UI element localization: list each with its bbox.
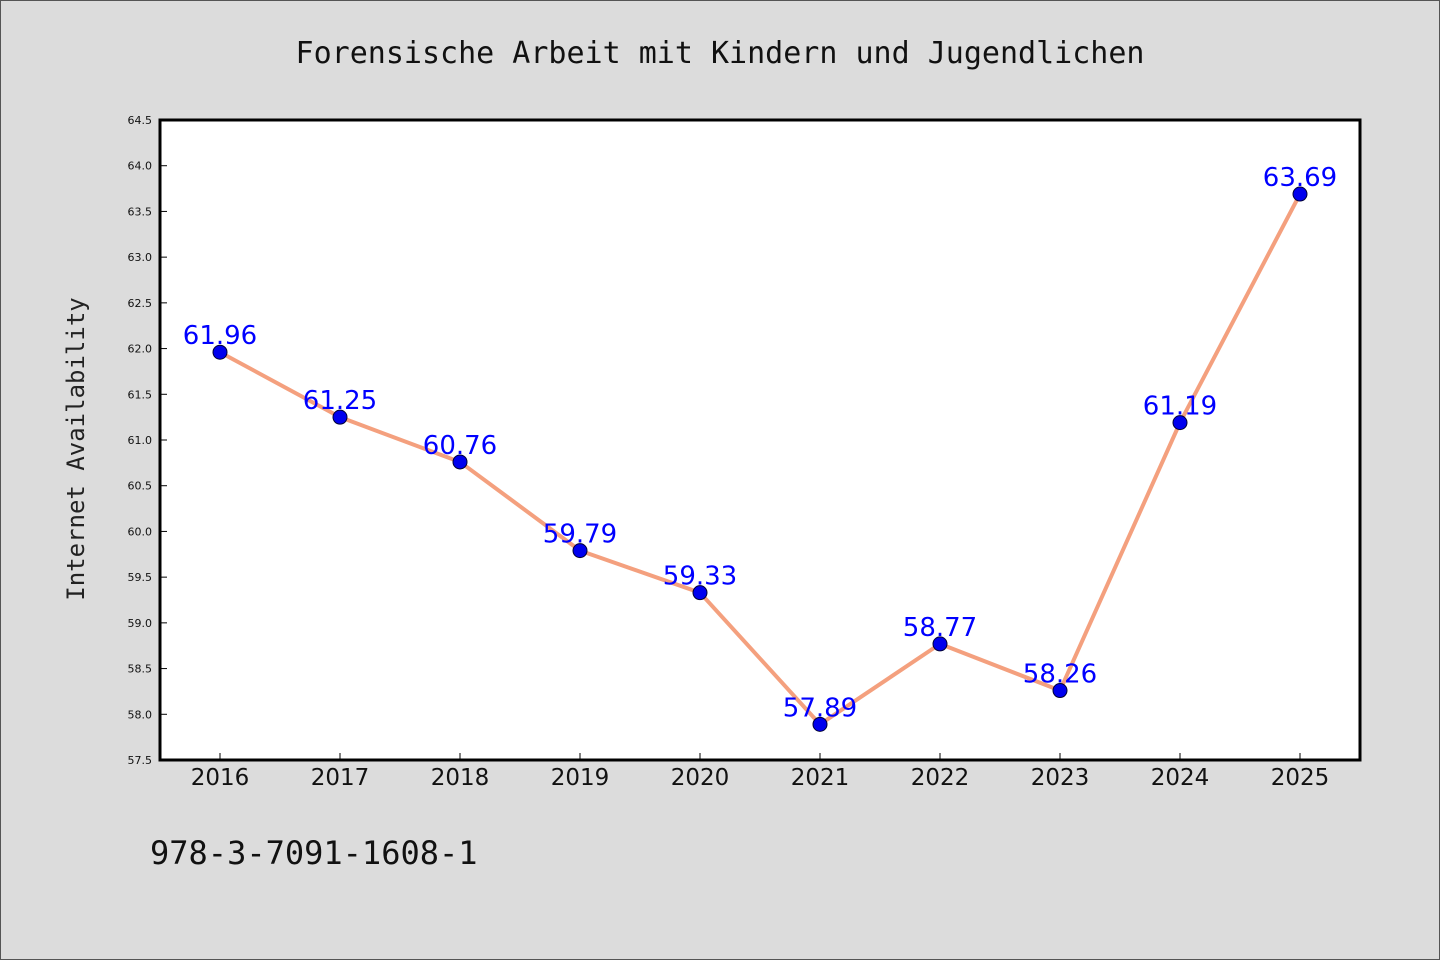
isbn-text: 978-3-7091-1608-1 xyxy=(150,834,478,872)
x-axis: 2016 2017 2018 2019 2020 2021 2022 2023 2024 2025 xyxy=(191,753,1330,791)
data-label: 58.26 xyxy=(1023,660,1097,690)
x-tick-label: 2020 xyxy=(671,765,730,791)
y-tick-label: 59.5 xyxy=(128,571,153,584)
data-point xyxy=(1172,415,1188,431)
series-line xyxy=(219,193,1302,727)
data-label: 61.25 xyxy=(303,386,377,416)
data-point xyxy=(1292,186,1308,202)
y-tick-label: 62.0 xyxy=(128,343,153,356)
y-tick-label: 61.5 xyxy=(128,388,153,401)
x-tick-label: 2024 xyxy=(1151,765,1210,791)
y-tick-label: 64.0 xyxy=(128,160,153,173)
data-label: 63.69 xyxy=(1263,163,1337,193)
data-point xyxy=(692,585,708,601)
x-tick-label: 2022 xyxy=(911,765,970,791)
y-axis-label: Internet Availability xyxy=(62,297,90,600)
y-tick-label: 63.0 xyxy=(128,251,153,264)
y-tick-label: 61.0 xyxy=(128,434,153,447)
data-label: 61.96 xyxy=(183,321,257,351)
series-group xyxy=(212,186,1308,732)
data-point xyxy=(572,543,588,559)
y-tick-label: 60.5 xyxy=(128,480,153,493)
y-tick-label: 58.0 xyxy=(128,708,153,721)
chart-title: Forensische Arbeit mit Kindern und Jugen… xyxy=(296,36,1145,71)
data-label: 57.89 xyxy=(783,693,857,723)
data-label: 61.19 xyxy=(1143,392,1217,422)
data-label: 58.77 xyxy=(903,613,977,643)
x-tick-label: 2025 xyxy=(1271,765,1330,791)
y-tick-label: 60.0 xyxy=(128,525,153,538)
y-tick-label: 62.5 xyxy=(128,297,153,310)
data-point xyxy=(932,636,948,652)
data-label: 60.76 xyxy=(423,431,497,461)
data-label: 59.79 xyxy=(543,520,617,550)
x-tick-label: 2023 xyxy=(1031,765,1090,791)
x-tick-label: 2016 xyxy=(191,765,250,791)
y-axis: 57.5 58.0 58.5 59.0 59.5 60.0 60.5 61.0 61.5 62.0… xyxy=(128,114,167,767)
y-tick-label: 57.5 xyxy=(128,754,153,767)
data-point xyxy=(212,344,228,360)
data-point xyxy=(452,454,468,470)
data-label: 59.33 xyxy=(663,562,737,592)
data-point xyxy=(332,409,348,425)
x-tick-label: 2021 xyxy=(791,765,850,791)
plot-area xyxy=(158,118,1362,762)
y-tick-label: 63.5 xyxy=(128,205,153,218)
data-labels: 61.96 61.25 60.76 59.79 59.33 57.89 58.77 58.26… xyxy=(183,163,1337,723)
data-point xyxy=(812,716,828,732)
x-tick-label: 2018 xyxy=(431,765,490,791)
y-tick-label: 58.5 xyxy=(128,663,153,676)
data-point xyxy=(1052,683,1068,699)
y-tick-label: 59.0 xyxy=(128,617,153,630)
y-tick-label: 64.5 xyxy=(128,114,153,127)
x-tick-label: 2017 xyxy=(311,765,370,791)
x-tick-label: 2019 xyxy=(551,765,610,791)
